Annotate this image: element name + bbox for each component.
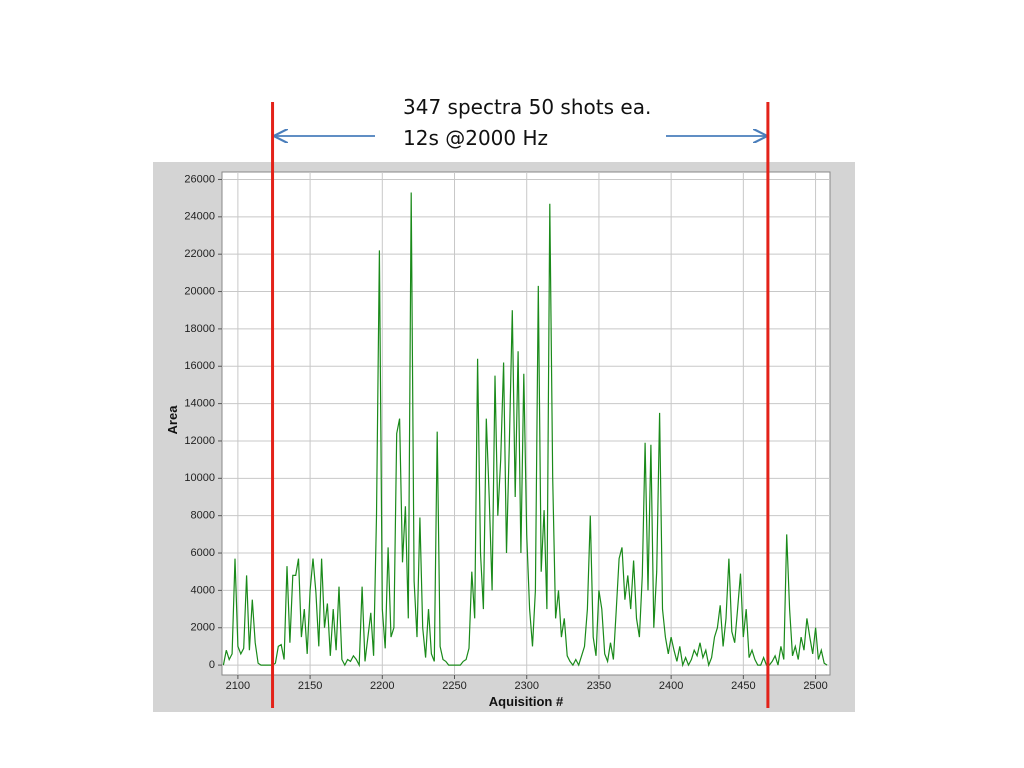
x-tick-label: 2500	[803, 680, 827, 692]
x-tick-label: 2150	[298, 680, 322, 692]
x-tick-label: 2300	[514, 680, 538, 692]
y-tick-label: 2000	[191, 622, 215, 634]
data-line	[222, 192, 828, 668]
y-tick-label: 24000	[184, 211, 215, 223]
y-tick-label: 18000	[184, 323, 215, 335]
x-tick-label: 2350	[587, 680, 611, 692]
grid: 0 2000 4000 6000 8000 10000 12000 14000 16000 180…	[184, 172, 830, 692]
annotation: 347 spectra 50 shots ea.	[403, 95, 651, 119]
plot	[222, 192, 828, 668]
y-tick-label: 16000	[184, 360, 215, 372]
y-tick-label: 12000	[184, 435, 215, 447]
y-tick-label: 8000	[191, 510, 215, 522]
x-tick-label: 2400	[659, 680, 683, 692]
y-tick-label: 6000	[191, 547, 215, 559]
x-tick-label: 2250	[442, 680, 466, 692]
markers	[271, 102, 770, 708]
y-tick-label: 26000	[184, 173, 215, 185]
y-tick-label: 22000	[184, 248, 215, 260]
y-tick-label: 10000	[184, 472, 215, 484]
y-axis-title: Area	[165, 405, 180, 435]
y-tick-label: 20000	[184, 285, 215, 297]
x-tick-label: 2450	[731, 680, 755, 692]
y-tick-label: 0	[209, 659, 215, 671]
annotation: 12s @2000 Hz	[403, 126, 548, 150]
x-tick-label: 2100	[226, 680, 250, 692]
y-tick-label: 4000	[191, 584, 215, 596]
x-tick-label: 2200	[370, 680, 394, 692]
y-tick-label: 14000	[184, 398, 215, 410]
x-axis-title: Aquisition #	[489, 694, 564, 709]
